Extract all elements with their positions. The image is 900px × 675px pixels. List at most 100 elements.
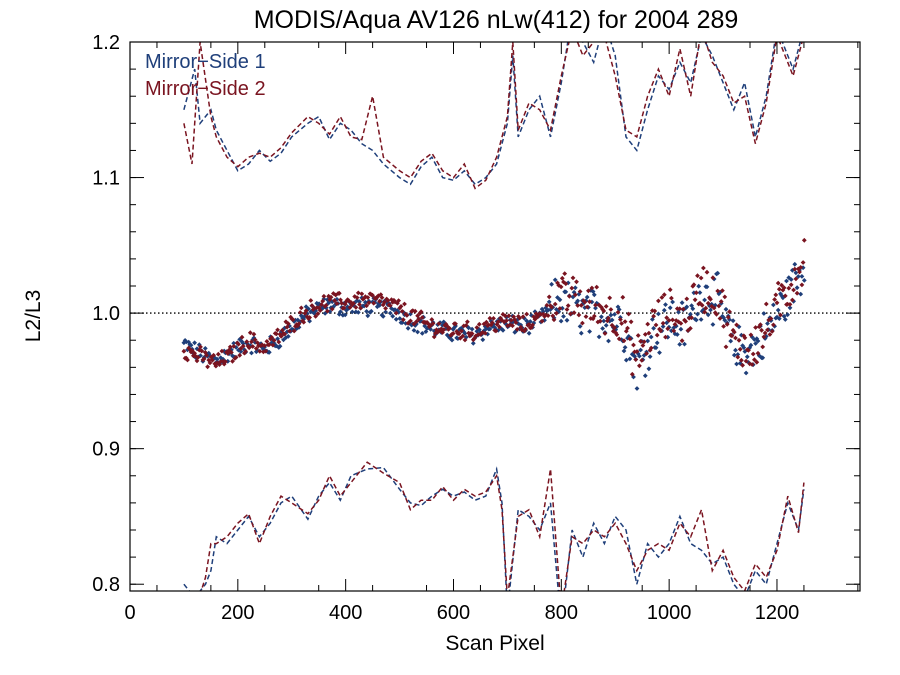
series-2-point — [355, 290, 361, 296]
x-tick-label: 1000 — [647, 602, 692, 624]
series-2-point — [774, 300, 780, 306]
series-2-point — [748, 332, 754, 338]
series-2-point — [633, 357, 639, 362]
series-2-point — [607, 295, 613, 301]
series-1-point — [798, 291, 804, 297]
series-2-point — [576, 312, 582, 318]
series-1-point — [623, 357, 629, 363]
series-2-point — [645, 321, 651, 327]
series-2-point — [550, 313, 556, 319]
series-2-point — [231, 344, 237, 349]
series-2-point — [504, 318, 509, 323]
series-1-point — [661, 307, 667, 313]
series-2-point — [710, 275, 716, 281]
series-2-point — [602, 331, 608, 336]
series-2-point — [683, 319, 688, 324]
series-1-point — [634, 386, 640, 391]
series-1-point — [188, 342, 194, 348]
series-2-point — [708, 296, 713, 302]
series-2-point — [315, 311, 321, 317]
series-2-point — [491, 316, 496, 321]
series-2-point — [290, 317, 296, 323]
series-1-point — [653, 345, 659, 351]
series-2-point — [188, 349, 194, 355]
series-2-point — [571, 310, 577, 316]
series-2-point — [695, 273, 700, 279]
series-2-point — [419, 315, 425, 320]
series-2-point — [309, 303, 315, 308]
series-1-point — [408, 311, 413, 317]
series-2-point — [646, 330, 652, 336]
series-2-point — [332, 298, 337, 303]
series-2-point — [185, 357, 190, 363]
series-1-point — [612, 312, 617, 317]
y-axis-label: L2/L3 — [22, 290, 45, 343]
series-1-point — [793, 270, 799, 276]
series-2-point — [351, 301, 356, 306]
series-2-point — [790, 297, 795, 303]
series-2-point — [557, 306, 563, 311]
series-2-point — [729, 333, 735, 339]
series-2-point — [510, 323, 515, 329]
series-2-point — [416, 316, 422, 322]
series-2-point — [597, 318, 603, 324]
series-2-point — [186, 345, 192, 351]
series-2-point — [480, 330, 486, 335]
series-2-point — [233, 355, 239, 360]
series-1-point — [603, 323, 609, 328]
series-2-point — [546, 294, 552, 300]
series-2-point — [691, 282, 697, 288]
series-1-point — [552, 277, 558, 283]
series-2-point — [743, 358, 749, 364]
series-1-point — [660, 324, 666, 329]
series-2-point — [562, 271, 568, 276]
series-2-point — [727, 309, 732, 315]
series-2-point — [440, 330, 445, 335]
series-2-point — [615, 309, 621, 315]
series-1-point — [731, 352, 737, 358]
series-1-point — [181, 340, 187, 346]
series-1-point — [794, 285, 800, 291]
series-2-point — [565, 303, 571, 308]
chart-title: MODIS/Aqua AV126 nLw(412) for 2004 289 — [254, 6, 739, 34]
series-2-point — [257, 348, 263, 354]
series-2-lower-line — [183, 461, 805, 591]
series-1-point — [596, 334, 602, 340]
series-2-point — [225, 351, 231, 356]
series-1-point — [621, 348, 627, 354]
series-2-point — [296, 321, 302, 327]
series-2-point — [205, 364, 210, 370]
series-2-point — [307, 315, 312, 320]
series-2-point — [772, 297, 777, 302]
series-2-point — [740, 362, 745, 368]
series-1-point — [647, 354, 653, 359]
series-2-point — [749, 362, 755, 367]
series-1-point — [801, 278, 807, 283]
series-1-point — [572, 285, 578, 291]
series-1-point — [775, 307, 781, 313]
series-2-point — [278, 334, 284, 339]
series-2-point — [244, 339, 250, 345]
series-2-point — [622, 319, 628, 324]
series-2-point — [418, 309, 424, 315]
series-1-point — [616, 307, 622, 312]
series-2-point — [642, 332, 648, 337]
series-1-point — [546, 299, 552, 305]
plot-frame — [129, 41, 861, 592]
series-2-point — [524, 311, 530, 317]
series-2-point — [759, 327, 764, 333]
series-2-point — [526, 322, 532, 327]
series-2-point — [628, 319, 634, 325]
series-2-point — [786, 285, 792, 291]
x-tick-label: 800 — [545, 602, 578, 624]
series-2-point — [634, 349, 640, 354]
series-1-point — [255, 348, 260, 353]
series-2-point — [497, 324, 502, 330]
series-2-point — [736, 337, 742, 343]
series-1-upper-line — [183, 42, 802, 186]
series-1-point — [765, 321, 770, 326]
series-2-point — [625, 325, 630, 331]
series-2-point — [297, 310, 303, 315]
series-1-point — [563, 289, 569, 295]
series-2-point — [387, 303, 393, 308]
